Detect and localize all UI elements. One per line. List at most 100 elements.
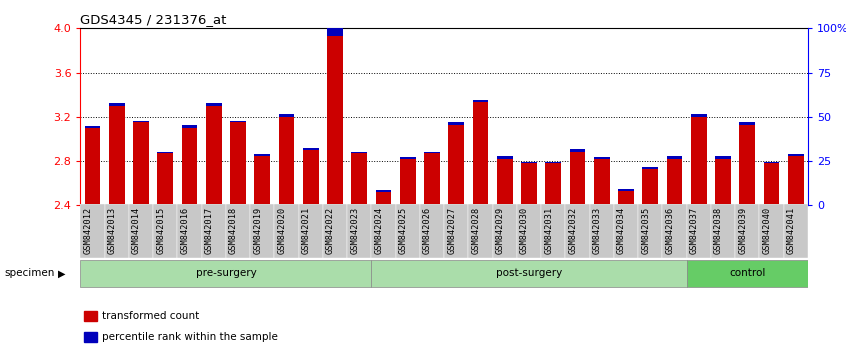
Bar [206,103,222,106]
Bar [569,152,585,205]
Text: GSM842027: GSM842027 [448,206,456,253]
Bar [424,153,440,205]
Text: GSM842012: GSM842012 [84,206,92,253]
Bar [614,204,638,258]
Text: GSM842032: GSM842032 [569,206,578,253]
Bar [444,204,469,258]
Bar [109,106,124,205]
Text: transformed count: transformed count [102,311,200,321]
Bar [250,204,274,258]
Text: GSM842019: GSM842019 [253,206,262,253]
Bar [157,153,173,205]
Text: GSM842026: GSM842026 [423,206,432,253]
Bar [594,157,610,159]
Bar [157,152,173,153]
Bar [788,155,804,205]
Text: GSM842029: GSM842029 [496,206,505,253]
Bar [642,169,658,205]
Bar [178,204,201,258]
Text: GSM842021: GSM842021 [302,206,310,253]
Text: GSM842031: GSM842031 [544,206,553,253]
Bar [327,36,343,205]
Bar [105,204,129,258]
Bar [497,156,513,159]
Bar [109,103,124,106]
Bar [80,204,105,258]
Bar [376,192,392,205]
Bar [303,148,319,150]
Bar [351,153,367,205]
Text: GSM842018: GSM842018 [229,206,238,253]
Bar [594,159,610,205]
Bar [84,311,97,321]
Text: GSM842016: GSM842016 [180,206,190,253]
Bar [711,204,735,258]
Bar [739,122,755,125]
Text: GSM842028: GSM842028 [471,206,481,253]
Bar [84,332,97,342]
Bar [642,167,658,169]
Text: GSM842015: GSM842015 [157,206,165,253]
Bar [299,204,323,258]
Bar [400,159,415,205]
Bar [618,191,634,205]
Bar [618,189,634,191]
Text: GSM842041: GSM842041 [787,206,796,253]
Bar [546,163,561,205]
Text: GSM842025: GSM842025 [398,206,408,253]
Bar [662,204,687,258]
Bar [371,204,396,258]
Bar [376,190,392,192]
Bar [473,102,488,205]
Bar [396,204,420,258]
Bar [255,155,270,205]
Bar [129,204,153,258]
Bar [546,162,561,163]
Bar [351,152,367,153]
Text: GSM842014: GSM842014 [132,206,141,253]
Bar [569,149,585,152]
Bar [206,106,222,205]
Bar [687,260,808,287]
Bar [687,204,711,258]
Bar [230,122,246,205]
Text: GSM842033: GSM842033 [593,206,602,253]
Bar [303,150,319,205]
Text: ▶: ▶ [58,268,65,278]
Bar [590,204,614,258]
Bar [201,204,226,258]
Bar [230,121,246,122]
Bar [278,117,294,205]
Bar [783,204,808,258]
Text: control: control [729,268,766,278]
Bar [492,204,517,258]
Bar [565,204,590,258]
Text: GSM842013: GSM842013 [107,206,117,253]
Bar [85,128,101,205]
Text: post-surgery: post-surgery [496,268,562,278]
Bar [521,162,537,163]
Bar [691,117,706,205]
Bar [715,159,731,205]
Bar [255,154,270,155]
Text: GSM842036: GSM842036 [666,206,674,253]
Bar [517,204,541,258]
Bar [420,204,444,258]
Bar [424,152,440,153]
Bar [735,204,760,258]
Bar [448,122,464,125]
Text: GSM842017: GSM842017 [205,206,214,253]
Text: specimen: specimen [4,268,55,278]
Bar [667,156,683,159]
Bar [667,159,683,205]
Text: GSM842040: GSM842040 [762,206,772,253]
Text: GSM842024: GSM842024 [375,206,383,253]
Bar [182,128,197,205]
Bar [521,163,537,205]
Text: GSM842038: GSM842038 [714,206,723,253]
Bar [764,163,779,205]
Bar [400,157,415,159]
Bar [638,204,662,258]
Bar [274,204,299,258]
Bar [469,204,492,258]
